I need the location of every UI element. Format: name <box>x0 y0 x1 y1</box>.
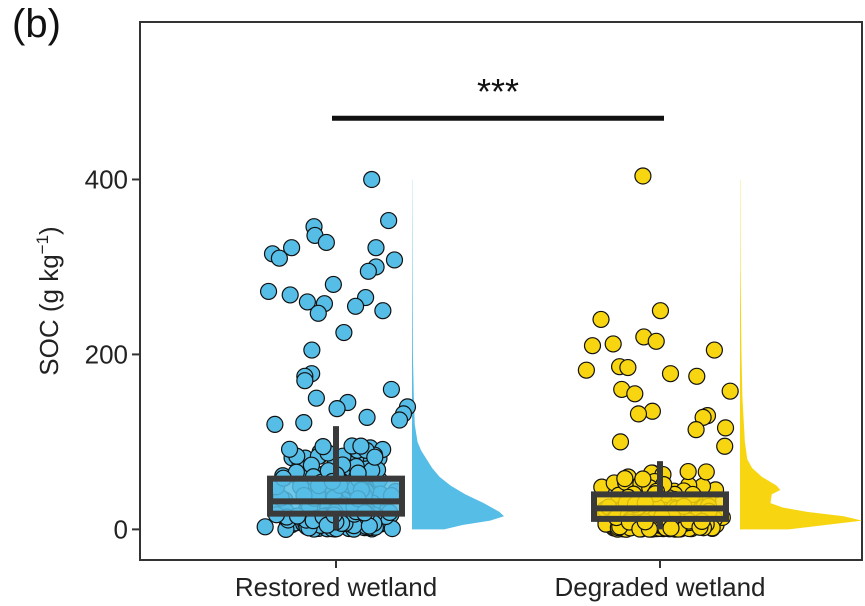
panel-label: (b) <box>12 2 61 46</box>
outlier-point <box>651 302 670 320</box>
data-point <box>662 519 680 537</box>
x-tick-label: Restored wetland <box>235 572 437 602</box>
outlier-point <box>328 400 346 418</box>
y-tick-label: 200 <box>85 339 128 369</box>
outlier-point <box>324 275 342 294</box>
outlier-point <box>303 341 321 359</box>
data-point <box>697 463 715 481</box>
outlier-point <box>270 249 288 267</box>
data-point <box>352 437 370 455</box>
outlier-point <box>390 411 409 429</box>
outlier-point <box>295 414 313 432</box>
outlier-point <box>577 361 595 379</box>
outlier-point <box>367 239 385 257</box>
outlier-point <box>385 251 404 269</box>
outlier-point <box>346 297 365 315</box>
data-point <box>616 469 634 488</box>
y-tick-label: 400 <box>85 164 128 194</box>
outlier-point <box>266 415 284 434</box>
outlier-point <box>705 341 723 359</box>
data-point <box>366 448 384 466</box>
outlier-point <box>359 262 377 280</box>
outlier-point <box>629 405 648 423</box>
outlier-point <box>259 282 278 301</box>
outlier-point <box>335 323 353 342</box>
outlier-point <box>283 239 301 257</box>
outlier-point <box>716 437 734 455</box>
outlier-point <box>687 421 705 439</box>
outlier-point <box>721 382 739 400</box>
outlier-point <box>634 167 652 185</box>
outlier-point <box>307 389 325 407</box>
data-point <box>256 518 274 536</box>
outlier-point <box>281 286 299 304</box>
box <box>267 475 405 517</box>
outlier-point <box>661 365 680 383</box>
outlier-point <box>688 367 706 385</box>
outlier-point <box>716 419 735 437</box>
outlier-point <box>647 332 665 350</box>
density-degraded <box>740 179 862 530</box>
plot-border <box>139 21 863 561</box>
data-point <box>314 438 332 456</box>
outlier-point <box>358 408 376 427</box>
y-tick-label: 0 <box>114 514 128 544</box>
outlier-point <box>298 293 316 311</box>
x-tick-label: Degraded wetland <box>554 572 765 602</box>
outlier-point <box>317 233 335 252</box>
outlier-point <box>643 402 661 420</box>
outlier-point <box>583 337 602 355</box>
outlier-point <box>382 380 401 399</box>
outlier-point <box>363 170 381 189</box>
outlier-point <box>374 302 392 320</box>
data-point <box>634 470 652 488</box>
density-restored <box>412 179 504 530</box>
outlier-point <box>626 385 644 403</box>
outlier-point <box>604 335 622 353</box>
y-axis-label: SOC (g kg−1) <box>33 226 64 375</box>
outlier-point <box>296 372 314 390</box>
outlier-point <box>619 358 637 377</box>
data-point <box>679 462 697 481</box>
outlier-point <box>309 304 327 322</box>
outlier-point <box>611 433 630 451</box>
outlier-point <box>380 211 398 230</box>
outlier-point <box>592 310 610 329</box>
data-point <box>280 440 299 458</box>
significance-label: *** <box>477 71 519 112</box>
